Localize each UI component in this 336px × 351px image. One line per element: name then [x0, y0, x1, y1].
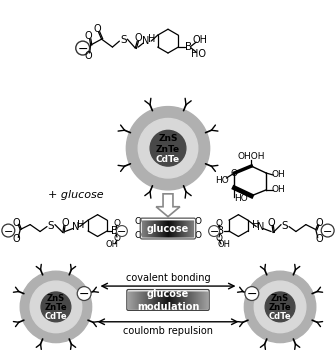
- Text: O: O: [114, 219, 120, 227]
- Text: B: B: [112, 226, 119, 236]
- Text: H: H: [77, 220, 84, 230]
- Text: O: O: [194, 231, 201, 240]
- Circle shape: [244, 271, 316, 343]
- Circle shape: [2, 224, 15, 237]
- Text: O: O: [12, 218, 20, 227]
- Text: −: −: [117, 226, 127, 237]
- Circle shape: [254, 281, 306, 333]
- Text: O: O: [134, 33, 142, 43]
- Text: −: −: [323, 226, 332, 237]
- Text: O: O: [94, 24, 101, 34]
- Text: covalent bonding: covalent bonding: [126, 273, 210, 283]
- Text: −: −: [209, 226, 219, 237]
- Text: O: O: [194, 217, 201, 226]
- Text: HO: HO: [235, 194, 248, 203]
- Polygon shape: [156, 194, 180, 217]
- Text: OH: OH: [106, 240, 119, 250]
- Circle shape: [138, 119, 198, 178]
- Text: S: S: [120, 35, 127, 45]
- Text: OH: OH: [271, 170, 285, 179]
- Text: CdTe: CdTe: [45, 312, 67, 321]
- Text: N: N: [257, 221, 264, 232]
- Circle shape: [245, 287, 259, 300]
- Text: O: O: [85, 51, 92, 61]
- Circle shape: [150, 130, 186, 166]
- Text: O: O: [231, 168, 238, 178]
- Text: OH: OH: [193, 35, 208, 45]
- Text: H: H: [149, 34, 156, 44]
- Text: −: −: [79, 287, 89, 300]
- Text: glucose: glucose: [147, 224, 189, 234]
- Text: O: O: [316, 218, 324, 227]
- Text: O: O: [12, 234, 20, 244]
- Text: coulomb repulsion: coulomb repulsion: [123, 326, 213, 336]
- Text: O: O: [316, 234, 324, 244]
- Text: O: O: [216, 234, 222, 244]
- Text: O: O: [267, 218, 275, 227]
- Text: H: H: [252, 220, 259, 230]
- Text: S: S: [48, 220, 54, 231]
- Text: CdTe: CdTe: [156, 155, 180, 164]
- Text: ZnS: ZnS: [158, 134, 178, 143]
- Text: HO: HO: [215, 177, 228, 185]
- Text: O: O: [135, 231, 142, 240]
- Text: HO: HO: [191, 49, 206, 59]
- Text: O: O: [114, 234, 120, 244]
- Text: glucose
modulation: glucose modulation: [137, 289, 199, 312]
- Text: CdTe: CdTe: [269, 312, 291, 321]
- Text: B: B: [185, 42, 192, 52]
- Text: O: O: [216, 219, 222, 227]
- Circle shape: [126, 107, 210, 190]
- Circle shape: [77, 287, 91, 300]
- Text: + glucose: + glucose: [48, 190, 103, 200]
- Circle shape: [321, 224, 334, 237]
- Text: −: −: [247, 287, 257, 300]
- Text: ZnTe: ZnTe: [269, 303, 291, 312]
- Circle shape: [76, 41, 90, 55]
- Text: N: N: [72, 221, 79, 232]
- Circle shape: [117, 226, 127, 237]
- Text: ZnS: ZnS: [271, 294, 289, 303]
- Text: OH: OH: [271, 185, 285, 194]
- Circle shape: [20, 271, 92, 343]
- Text: OHOH: OHOH: [238, 152, 265, 161]
- Text: ZnS: ZnS: [47, 294, 65, 303]
- Text: ZnTe: ZnTe: [45, 303, 67, 312]
- Text: OH: OH: [217, 240, 230, 250]
- Text: B: B: [217, 226, 224, 236]
- Text: −: −: [4, 226, 13, 237]
- Circle shape: [30, 281, 82, 333]
- Circle shape: [265, 292, 295, 322]
- Circle shape: [41, 292, 71, 322]
- Circle shape: [209, 226, 219, 237]
- Text: S: S: [282, 220, 288, 231]
- Text: O: O: [61, 218, 69, 227]
- Text: ZnTe: ZnTe: [156, 145, 180, 154]
- Text: O: O: [135, 217, 142, 226]
- Text: O: O: [85, 31, 92, 41]
- Text: N: N: [142, 36, 150, 46]
- Text: −: −: [78, 42, 88, 55]
